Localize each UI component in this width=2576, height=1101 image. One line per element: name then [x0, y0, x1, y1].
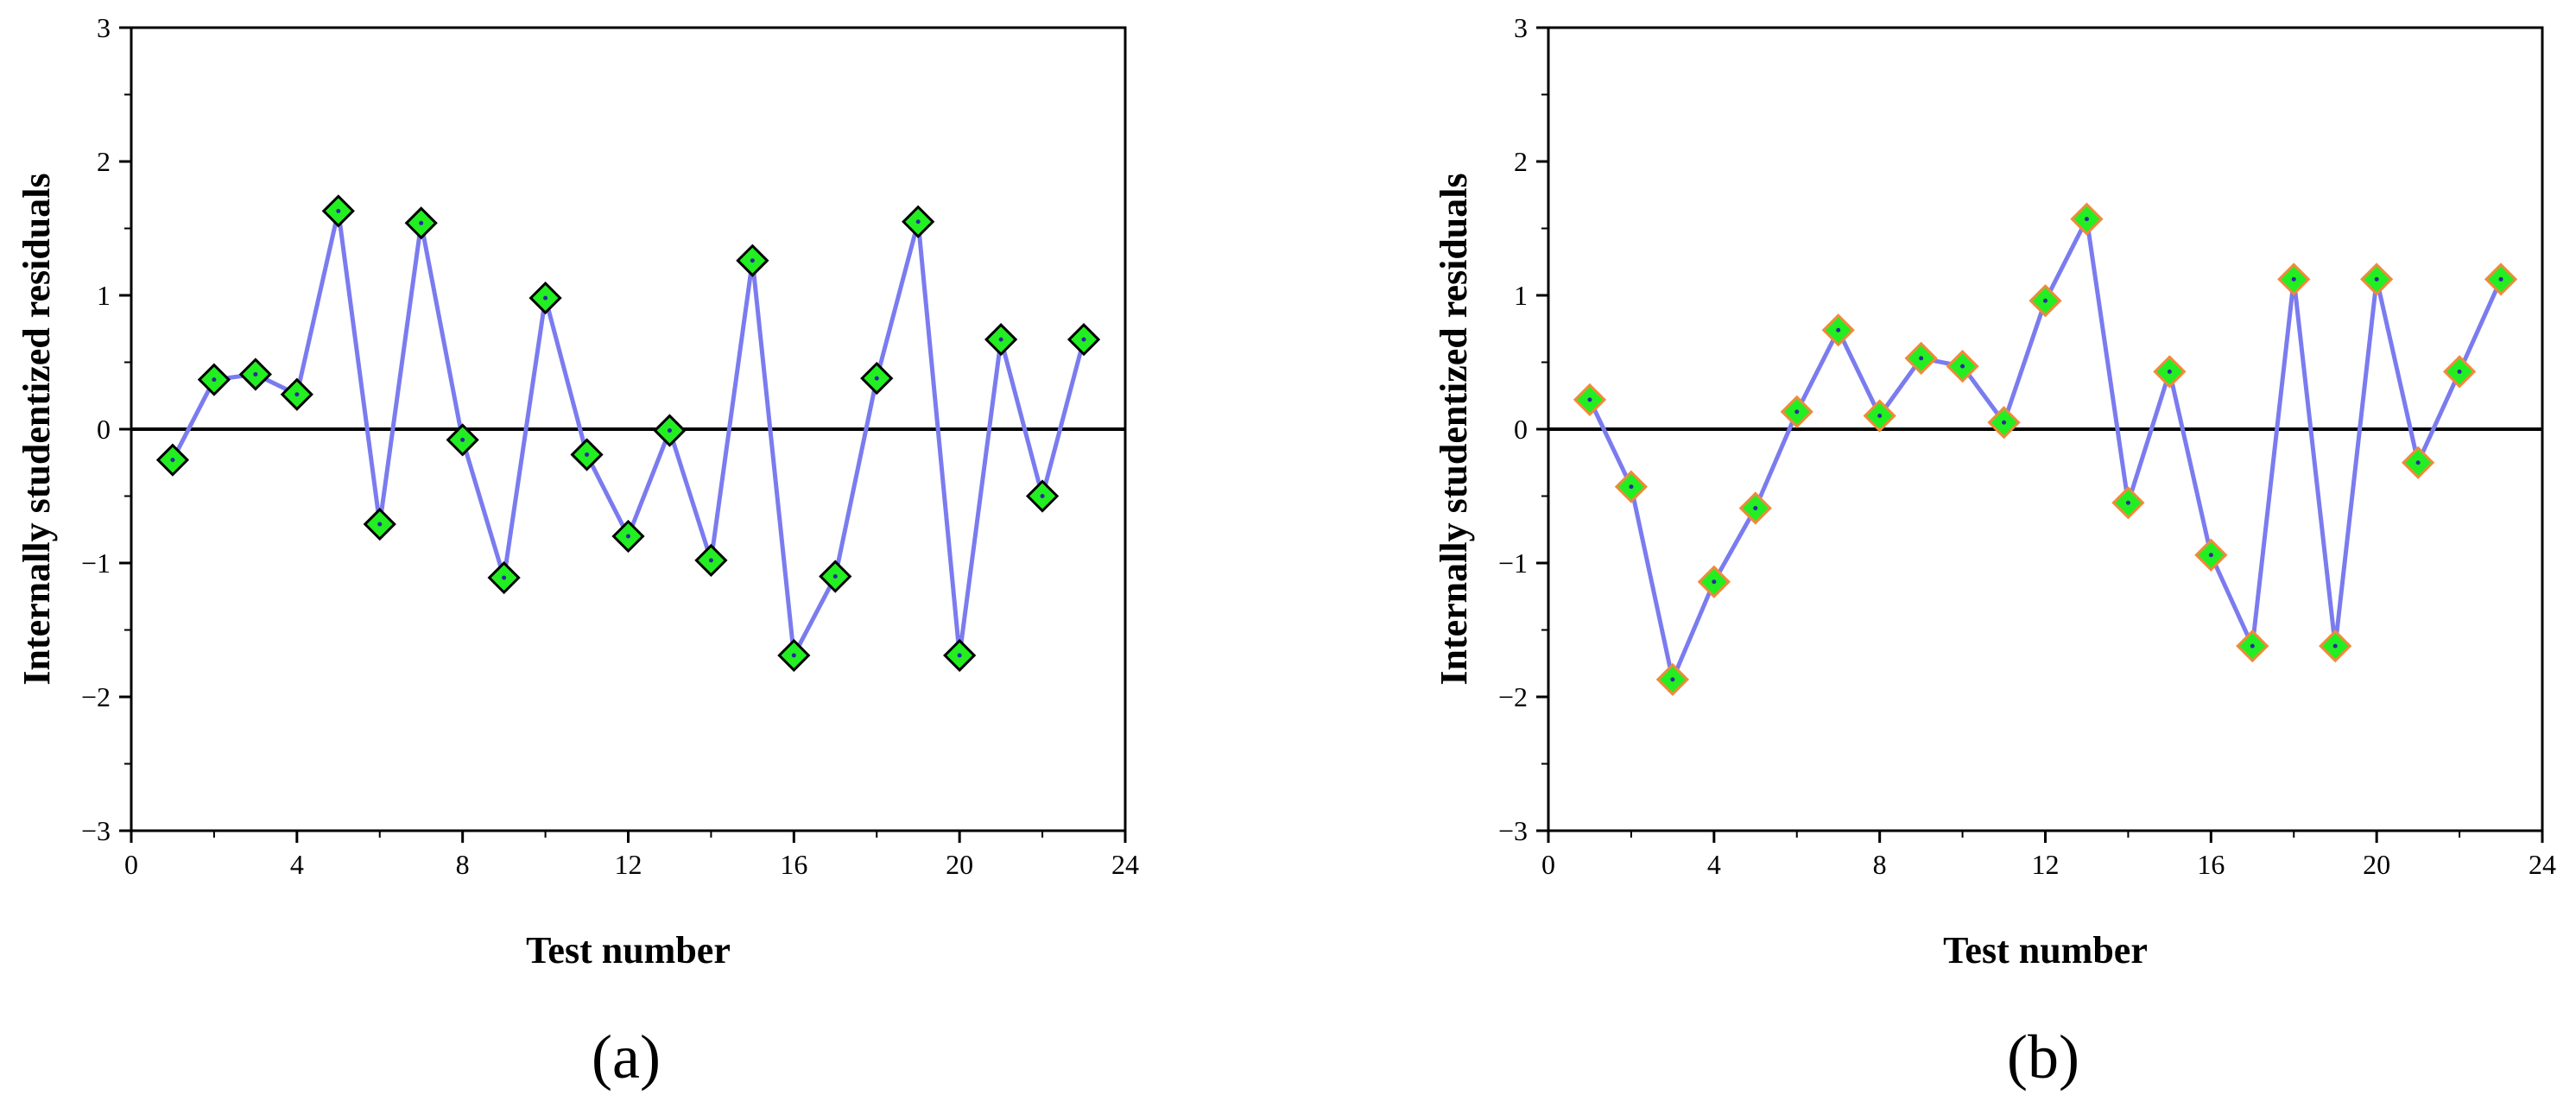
data-point-center: [1040, 494, 1045, 498]
data-point-center: [212, 377, 217, 383]
data-point-center: [1712, 579, 1717, 585]
data-point-center: [2208, 553, 2213, 558]
y-tick-label: 3: [1514, 12, 1528, 43]
data-point-center: [874, 376, 879, 381]
x-tick-label: 8: [1873, 849, 1887, 880]
y-tick-label: 2: [1514, 146, 1528, 177]
data-point-center: [1753, 505, 1758, 510]
data-point-center: [460, 437, 465, 442]
data-point-center: [2457, 369, 2462, 374]
data-point-center: [2043, 298, 2048, 303]
data-point-center: [832, 574, 838, 579]
data-point-center: [1960, 364, 1965, 369]
data-point-center: [750, 258, 755, 263]
data-point-center: [791, 653, 796, 658]
y-tick-label: 3: [97, 12, 111, 43]
data-point-center: [1081, 337, 1086, 342]
data-point-center: [1836, 327, 1841, 332]
data-point-center: [2374, 276, 2379, 282]
x-tick-label: 16: [780, 849, 807, 880]
x-tick-label: 12: [2032, 849, 2060, 880]
x-tick-label: 4: [290, 849, 304, 880]
data-point-center: [2291, 276, 2296, 282]
y-tick-label: −1: [81, 547, 111, 579]
data-point-center: [626, 534, 630, 539]
y-tick-label: 2: [97, 146, 111, 177]
data-point-center: [585, 452, 590, 457]
x-tick-label: 12: [615, 849, 642, 880]
y-axis-title: Internally studentized residuals: [1433, 173, 1475, 685]
x-tick-label: 24: [2529, 849, 2556, 880]
data-point-center: [377, 522, 383, 527]
data-point-center: [419, 220, 424, 225]
y-tick-label: 0: [97, 414, 111, 445]
x-tick-label: 0: [124, 849, 138, 880]
y-tick-label: −2: [81, 681, 111, 712]
data-point-center: [294, 392, 300, 397]
panel-label: (b): [2007, 1022, 2079, 1092]
data-point-center: [1629, 484, 1634, 490]
data-point-center: [1587, 397, 1592, 402]
y-tick-label: 1: [97, 280, 111, 311]
data-point-center: [2498, 276, 2503, 282]
data-point-center: [915, 219, 921, 225]
data-point-center: [2002, 420, 2007, 425]
data-point-center: [1919, 356, 1924, 361]
data-point-center: [708, 558, 713, 563]
data-point-center: [667, 428, 672, 433]
y-tick-label: 1: [1514, 280, 1528, 311]
data-point-center: [543, 295, 548, 301]
data-point-center: [2415, 460, 2421, 465]
data-point-center: [1794, 409, 1800, 414]
panel-label: (a): [592, 1022, 661, 1092]
data-point-center: [2250, 643, 2255, 649]
y-axis-title: Internally studentized residuals: [16, 173, 58, 685]
y-tick-label: −3: [81, 815, 111, 846]
x-tick-label: 24: [1111, 849, 1139, 880]
data-point-center: [253, 371, 258, 376]
data-point-center: [1670, 677, 1675, 682]
data-point-center: [2332, 643, 2338, 649]
data-point-center: [957, 653, 962, 658]
data-point-center: [2084, 217, 2089, 222]
data-point-center: [170, 458, 175, 463]
x-tick-label: 20: [2363, 849, 2390, 880]
x-tick-label: 4: [1707, 849, 1721, 880]
data-point-center: [1877, 414, 1883, 418]
x-tick-label: 16: [2197, 849, 2225, 880]
x-axis-title: Test number: [1943, 929, 2148, 971]
x-tick-label: 8: [456, 849, 470, 880]
data-point-center: [998, 337, 1003, 342]
y-tick-label: −2: [1498, 681, 1528, 712]
series-line: [170, 208, 1086, 658]
data-point-center: [2167, 369, 2172, 374]
data-point-center: [502, 575, 507, 580]
y-tick-label: −1: [1498, 547, 1528, 579]
data-point-center: [336, 208, 341, 213]
x-tick-label: 20: [946, 849, 973, 880]
x-axis-title: Test number: [526, 929, 731, 971]
y-tick-label: 0: [1514, 414, 1528, 445]
y-tick-label: −3: [1498, 815, 1528, 846]
data-point-center: [2125, 500, 2130, 505]
x-tick-label: 0: [1541, 849, 1555, 880]
